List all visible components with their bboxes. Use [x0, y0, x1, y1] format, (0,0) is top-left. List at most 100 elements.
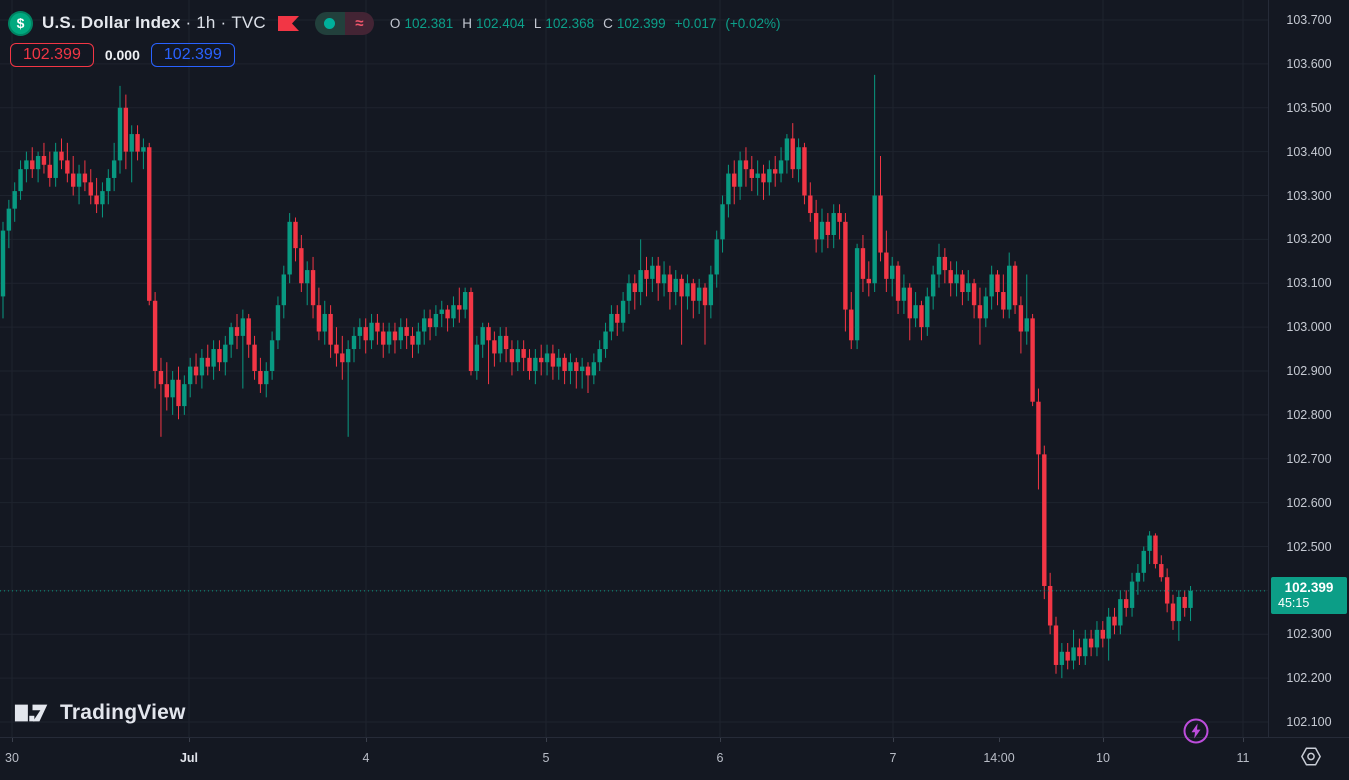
candle-body — [521, 349, 526, 358]
candle-body — [527, 357, 532, 371]
candle-body — [813, 213, 819, 240]
candle-body — [966, 283, 971, 293]
candle-body — [275, 305, 281, 341]
realtime-dot-icon — [324, 17, 336, 29]
candle-body — [76, 173, 82, 187]
candle-body — [948, 270, 953, 284]
candle-body — [94, 195, 99, 205]
candle-body — [644, 270, 649, 279]
candle-body — [369, 322, 374, 341]
realtime-status-segment[interactable] — [314, 11, 345, 35]
low-value: 102.368 — [545, 15, 595, 31]
candle-body — [925, 296, 930, 328]
candle-body — [1024, 318, 1029, 332]
candle-body — [287, 221, 292, 275]
candle-body — [825, 221, 831, 235]
symbol-logo-icon[interactable]: $ — [8, 10, 33, 36]
symbol-name: U.S. Dollar Index — [42, 13, 181, 32]
candle-body — [6, 208, 12, 231]
candle-body — [732, 173, 737, 187]
time-axis-tick — [893, 738, 894, 742]
candle-body — [363, 327, 368, 341]
sell-bid-button[interactable]: 102.399 — [10, 43, 94, 67]
candle-body — [1164, 577, 1170, 604]
candle-body — [971, 283, 977, 306]
last-price-value: 102.399 — [1284, 580, 1334, 596]
tradingview-logo-icon — [14, 704, 48, 722]
candle-body — [884, 252, 889, 279]
time-axis-label: 5 — [542, 751, 550, 765]
candle-body — [714, 239, 719, 275]
candle-body — [100, 191, 105, 205]
candle-body — [299, 248, 304, 284]
candle-body — [404, 327, 409, 336]
candle-body — [492, 340, 497, 354]
candle-body — [767, 169, 772, 183]
candle-body — [1188, 590, 1193, 608]
candle-body — [696, 287, 702, 301]
candle-body — [632, 283, 637, 293]
candle-body — [1129, 581, 1135, 608]
candle-body — [1124, 599, 1129, 608]
exchange-label: TVC — [231, 13, 266, 32]
buy-ask-button[interactable]: 102.399 — [150, 43, 235, 67]
candle-body — [895, 265, 901, 301]
symbol-title[interactable]: U.S. Dollar Index · 1h · TVC — [42, 13, 266, 33]
candle-body — [1059, 651, 1065, 665]
candle-body — [351, 335, 357, 350]
axis-settings-button[interactable] — [1300, 746, 1324, 770]
time-axis-label: Jul — [179, 751, 199, 765]
candle-body — [498, 335, 503, 354]
candle-body — [1100, 629, 1105, 639]
chart-pane[interactable]: $ U.S. Dollar Index · 1h · TVC ≈ — [0, 0, 1268, 744]
tradingview-watermark[interactable]: TradingView — [14, 700, 186, 726]
candle-body — [650, 265, 655, 279]
candle-body — [819, 221, 825, 240]
candle-body — [1182, 596, 1187, 608]
candle-body — [88, 182, 93, 196]
candle-body — [480, 327, 485, 345]
candle-body — [843, 221, 848, 310]
candle-body — [919, 305, 924, 328]
flag-icon — [277, 15, 299, 31]
price-axis-label: 102.600 — [1286, 495, 1332, 510]
boost-button[interactable] — [1182, 717, 1210, 745]
delayed-data-segment[interactable]: ≈ — [344, 11, 374, 35]
candle-body — [691, 283, 696, 301]
change-value: +0.017 — [674, 15, 717, 31]
price-axis-label: 103.500 — [1286, 100, 1332, 115]
candle-body — [199, 357, 205, 376]
candle-body — [539, 357, 544, 363]
candle-body — [24, 160, 29, 170]
candle-body — [422, 318, 427, 332]
flag-symbol-button[interactable] — [277, 15, 299, 31]
market-status-pill[interactable]: ≈ — [314, 11, 374, 35]
low-label: L — [533, 15, 542, 31]
candle-body — [597, 349, 602, 363]
candle-body — [802, 147, 807, 196]
candle-body — [223, 344, 228, 363]
candle-body — [129, 134, 134, 152]
candle-body — [878, 195, 883, 253]
candle-body — [620, 300, 626, 323]
time-axis-tick — [366, 738, 367, 742]
candle-body — [41, 156, 47, 165]
candle-body — [837, 213, 842, 222]
candle-body — [246, 318, 251, 345]
candle-body — [386, 331, 392, 345]
candle-body — [989, 274, 994, 297]
interval-label[interactable]: 1h — [196, 13, 216, 32]
candle-body — [913, 305, 918, 319]
chart-canvas[interactable] — [0, 0, 1268, 737]
candle-body — [544, 353, 550, 363]
candle-body — [340, 353, 345, 363]
last-price-tag: 102.399 45:15 — [1271, 577, 1347, 615]
candle-body — [1176, 596, 1182, 622]
time-axis[interactable]: 30 Jul 4 5 6 7 14:00 10 11 — [0, 737, 1349, 780]
candle-body — [603, 331, 608, 350]
price-axis[interactable]: 102.399 45:15 103.700 103.600 103.500 103.4… — [1268, 0, 1349, 737]
candle-body — [1077, 647, 1082, 657]
candle-body — [626, 283, 632, 301]
candle-body — [790, 138, 795, 170]
candle-body — [960, 274, 965, 293]
